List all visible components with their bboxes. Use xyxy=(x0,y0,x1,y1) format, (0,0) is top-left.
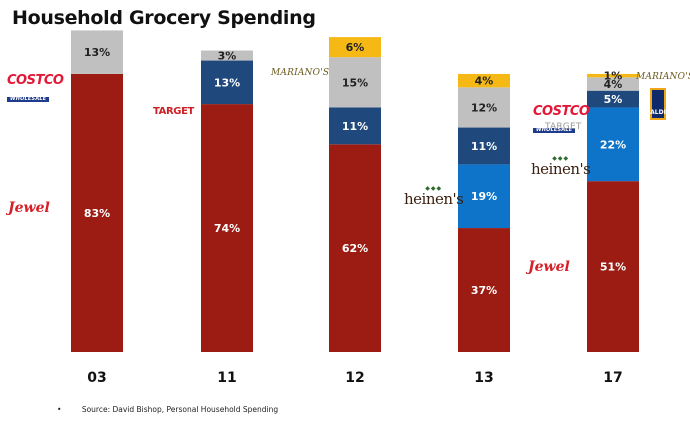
costco-logo-word: COSTCO xyxy=(7,73,64,88)
heinens-logo-2-dots: ◆◆◆ xyxy=(552,155,570,162)
x-tick-label-17: 17 xyxy=(603,370,622,386)
data-label-17-costco: 4% xyxy=(604,78,623,91)
x-tick-label-12: 12 xyxy=(345,370,364,386)
aldi-logo-word: ALDI xyxy=(650,109,666,116)
data-label-12-mariano-s: 6% xyxy=(346,41,365,54)
costco-logo-2-sub: WHOLESALE xyxy=(533,128,576,133)
bar-17-costco xyxy=(587,77,639,91)
target-logo-2: TARGET xyxy=(545,122,582,132)
bar-17-target xyxy=(587,90,639,108)
data-label-17-heinen-s: 22% xyxy=(600,138,626,151)
bar-12-target xyxy=(329,107,381,145)
aldi-logo: ALDI xyxy=(650,88,666,120)
data-label-11-jewel: 74% xyxy=(214,222,240,235)
data-label-17-mariano-s: 1% xyxy=(604,70,623,83)
heinens-logo: ◆◆◆ heinen's xyxy=(404,185,464,208)
x-tick-label-03: 03 xyxy=(87,370,106,386)
data-label-03-jewel: 83% xyxy=(84,207,110,220)
data-label-17-jewel: 51% xyxy=(600,261,626,274)
bar-03-costco xyxy=(71,30,123,74)
bar-13-mariano-s xyxy=(458,73,510,88)
costco-logo-sub: WHOLESALE xyxy=(7,97,50,102)
costco-logo: COSTCO WHOLESALE xyxy=(7,73,64,103)
costco-logo-2: COSTCO WHOLESALE xyxy=(533,104,590,134)
chart-title: Household Grocery Spending xyxy=(12,7,316,29)
marianos-logo-2: MARIANO'S xyxy=(636,72,690,82)
footnote-text: Source: David Bishop, Personal Household… xyxy=(81,405,279,414)
bar-17-mariano-s xyxy=(587,73,639,78)
x-tick-label-11: 11 xyxy=(217,370,236,386)
jewel-logo: Jewel xyxy=(8,200,50,216)
bar-13-heinen-s xyxy=(458,164,510,229)
bar-11-jewel xyxy=(201,104,253,352)
data-label-13-jewel: 37% xyxy=(471,284,497,297)
bar-13-costco xyxy=(458,87,510,128)
bar-17-jewel xyxy=(587,181,639,352)
stacked-bar-chart: 83% 13% 03 74% 13% 3% 11 62% 11% 15% 6% 12 37% 19% 11%… xyxy=(71,30,639,386)
bar-13-jewel xyxy=(458,228,510,352)
x-tick-label-13: 13 xyxy=(474,370,493,386)
data-label-12-costco: 15% xyxy=(342,76,368,89)
data-label-03-costco: 13% xyxy=(84,46,110,59)
heinens-logo-word: heinen's xyxy=(404,190,464,208)
source-footnote: • Source: David Bishop, Personal Househo… xyxy=(57,405,278,414)
marianos-logo: MARIANO'S xyxy=(271,68,330,78)
heinens-logo-2-word: heinen's xyxy=(531,160,591,178)
costco-logo-2-word: COSTCO xyxy=(533,104,590,119)
data-label-13-target: 11% xyxy=(471,140,497,153)
data-label-11-costco: 3% xyxy=(218,50,237,63)
data-label-13-mariano-s: 4% xyxy=(475,75,494,88)
bar-12-jewel xyxy=(329,144,381,352)
bar-17-heinen-s xyxy=(587,107,639,182)
heinens-logo-2: ◆◆◆ heinen's xyxy=(531,155,591,178)
footnote-bullet: • xyxy=(57,405,62,414)
heinens-logo-dots: ◆◆◆ xyxy=(425,185,443,192)
bar-03-jewel xyxy=(71,73,123,352)
data-label-13-costco: 12% xyxy=(471,101,497,114)
data-label-13-heinen-s: 19% xyxy=(471,190,497,203)
data-label-12-target: 11% xyxy=(342,120,368,133)
bar-11-target xyxy=(201,60,253,105)
data-label-17-target: 5% xyxy=(604,93,623,106)
bar-11-costco xyxy=(201,50,253,61)
target-logo: TARGET xyxy=(153,106,194,117)
bar-12-mariano-s xyxy=(329,37,381,58)
jewel-logo-2: Jewel xyxy=(528,259,570,275)
data-label-11-target: 13% xyxy=(214,76,240,89)
bar-13-target xyxy=(458,127,510,165)
bar-12-costco xyxy=(329,57,381,108)
data-label-12-jewel: 62% xyxy=(342,242,368,255)
